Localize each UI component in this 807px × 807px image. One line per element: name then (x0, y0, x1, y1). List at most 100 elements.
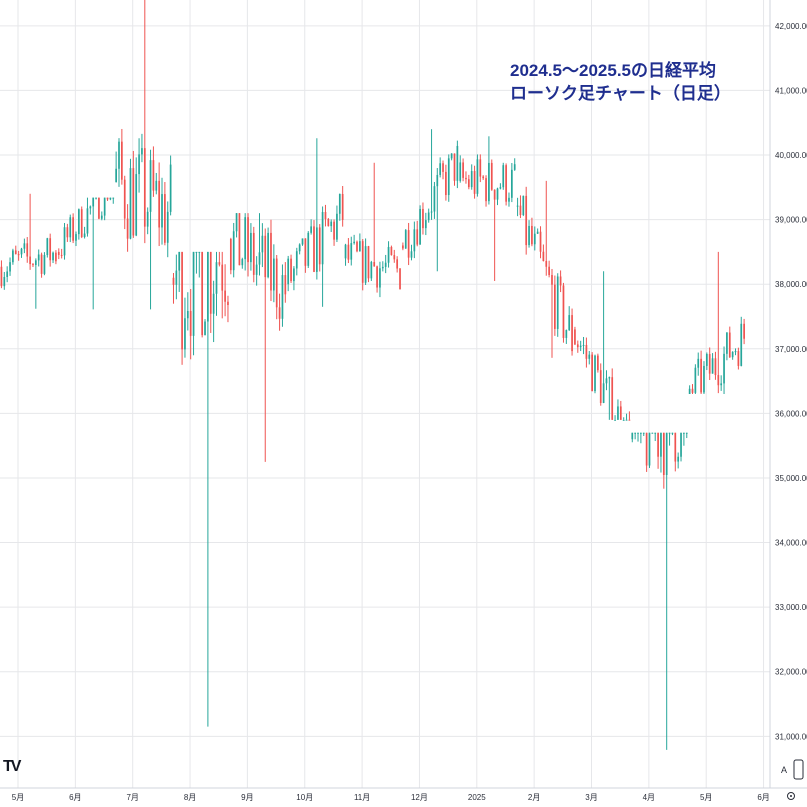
candle-body (714, 358, 717, 376)
candle-body (565, 330, 568, 338)
candle (631, 432, 634, 443)
candle-body (694, 367, 697, 393)
candle-body (155, 180, 158, 191)
candle (697, 352, 700, 376)
candle (181, 251, 183, 365)
price-axis[interactable]: 31,000.00 32,000.00 33,000.00 34,000.00 35,0… (775, 22, 807, 741)
candle (301, 238, 304, 246)
candle (244, 213, 247, 271)
candle (531, 217, 533, 247)
y-tick-label: 41,000.00 (775, 86, 807, 95)
candle (138, 138, 140, 193)
candle-body (407, 230, 410, 258)
candle (66, 223, 69, 242)
candle (619, 400, 622, 420)
candle (63, 222, 66, 260)
candle (112, 197, 115, 204)
candle-body (100, 215, 103, 219)
candle (198, 251, 201, 278)
candle-body (683, 432, 685, 434)
candle-body (476, 159, 479, 194)
candle (86, 197, 89, 237)
candle-body (138, 154, 140, 175)
y-tick-label: 35,000.00 (775, 474, 807, 483)
candle (60, 248, 63, 259)
candle (327, 217, 330, 227)
candle-body (571, 315, 573, 352)
candle-body (413, 229, 416, 252)
candle-body (307, 232, 310, 266)
candle-body (528, 225, 530, 246)
candle (184, 297, 186, 358)
candle (258, 213, 261, 276)
candle (545, 180, 548, 276)
candle-body (700, 358, 702, 393)
candle-body (728, 332, 731, 358)
candle (410, 244, 413, 261)
candle (350, 236, 353, 266)
candle-body (172, 277, 175, 285)
candle-body (697, 358, 700, 368)
candle-body (416, 229, 419, 245)
candle-body (648, 432, 651, 466)
x-tick-label: 5月 (12, 793, 24, 802)
candle-body (393, 255, 396, 260)
candle (476, 154, 479, 197)
candle (77, 208, 80, 240)
candle (602, 271, 605, 404)
candle-body (645, 432, 648, 466)
candle-body (9, 262, 11, 272)
candle-body (536, 231, 539, 234)
candle (23, 238, 26, 254)
candle-body (244, 217, 247, 260)
candle (69, 214, 72, 243)
candle (232, 222, 235, 278)
auto-scale-button[interactable]: A (781, 765, 787, 775)
time-axis[interactable]: 5月 6月 7月 8月 9月 10月 11月 12月 2025 2月 3月 4月 5月 6月 (12, 793, 770, 802)
tradingview-logo-text: TV (3, 758, 22, 775)
candle-body (209, 251, 212, 314)
candle-body (158, 180, 161, 228)
candle-body (505, 165, 507, 202)
candle (499, 183, 502, 190)
y-tick-label: 40,000.00 (775, 151, 807, 160)
candle-body (161, 194, 163, 228)
candle-body (275, 258, 278, 308)
y-tick-label: 42,000.00 (775, 22, 807, 31)
candle-body (731, 351, 734, 358)
candle (445, 164, 447, 201)
candle (318, 224, 321, 272)
candle (155, 172, 158, 195)
x-tick-label: 5月 (700, 793, 712, 802)
candle-body (384, 262, 387, 267)
candle (513, 158, 516, 171)
candle-body (298, 244, 301, 252)
candle (57, 248, 60, 260)
candle-body (594, 355, 596, 392)
candle (576, 340, 579, 353)
settings-icon[interactable] (787, 792, 795, 800)
candle-body (43, 255, 46, 274)
candle-body (132, 168, 135, 236)
candle (556, 273, 559, 337)
candle-body (660, 432, 662, 457)
candle-body (677, 456, 680, 462)
x-tick-label: 6月 (757, 793, 769, 802)
candle (379, 261, 381, 298)
candle (640, 432, 642, 444)
candle (304, 238, 307, 273)
candle-body (376, 266, 378, 288)
lock-icon[interactable] (793, 759, 804, 780)
candle (40, 252, 43, 278)
candle-body (399, 268, 401, 290)
candle-body (462, 162, 464, 178)
candle-body (404, 230, 407, 249)
candle-body (430, 211, 433, 213)
candle-body (12, 250, 14, 263)
candle-body (267, 232, 269, 278)
tradingview-logo[interactable]: TV (3, 758, 24, 775)
candle (252, 226, 255, 283)
candle-body (717, 375, 720, 386)
candle (430, 129, 433, 220)
candle-body (390, 246, 393, 256)
